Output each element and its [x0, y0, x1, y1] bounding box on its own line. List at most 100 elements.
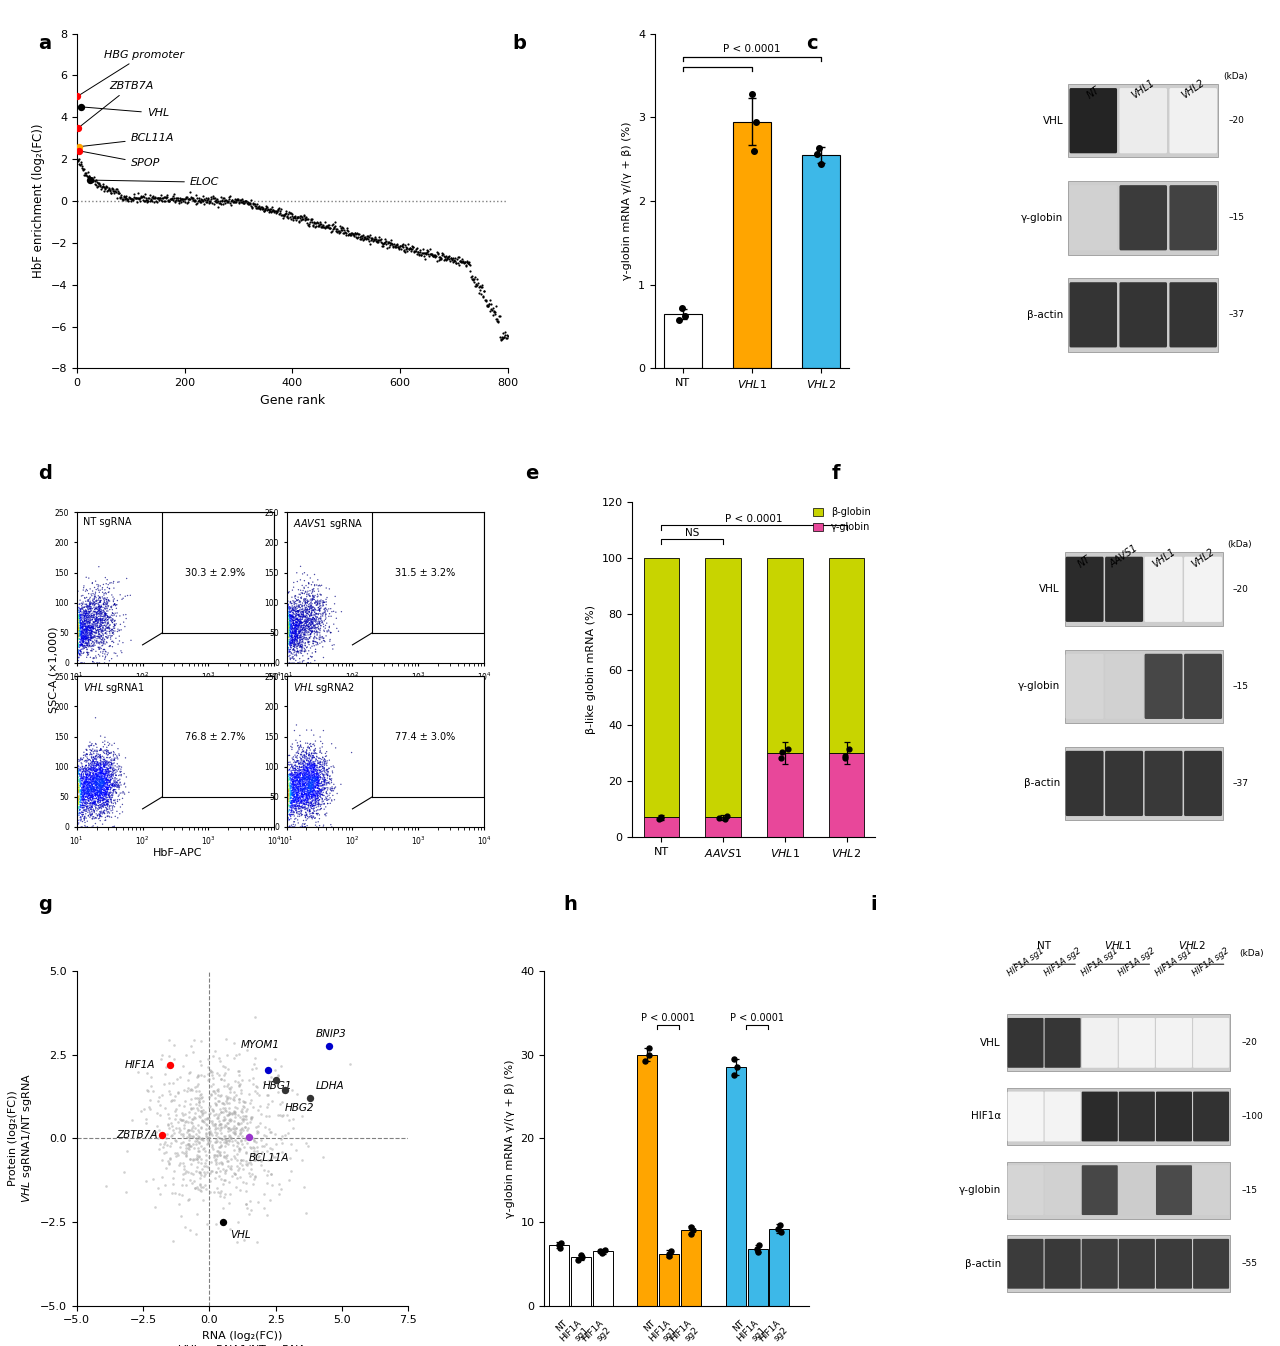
- Point: [276, 800, 297, 821]
- Point: [67, 625, 87, 646]
- Point: [282, 802, 302, 824]
- Point: [276, 804, 297, 825]
- Point: [95, 770, 115, 791]
- Point: [86, 610, 106, 631]
- Point: [301, 791, 321, 813]
- Point: [67, 773, 87, 794]
- Point: [102, 797, 123, 818]
- Point: [200, 1170, 220, 1191]
- Point: [835, 744, 855, 766]
- Point: [88, 783, 109, 805]
- Point: [333, 217, 353, 238]
- Point: [276, 634, 297, 656]
- Point: [67, 629, 87, 650]
- Point: [279, 759, 300, 781]
- Point: [276, 774, 297, 795]
- Point: [90, 766, 110, 787]
- Point: [276, 630, 297, 651]
- Point: [280, 775, 301, 797]
- Point: [137, 1062, 157, 1084]
- Point: [196, 187, 216, 209]
- Point: [88, 600, 109, 622]
- Point: [77, 619, 97, 641]
- Point: [87, 176, 108, 198]
- Point: [68, 771, 88, 793]
- Point: [494, 326, 515, 347]
- Point: [276, 797, 297, 818]
- Point: [67, 797, 87, 818]
- Point: [276, 629, 297, 650]
- Point: [79, 801, 100, 822]
- Point: [93, 180, 114, 202]
- Point: [283, 612, 303, 634]
- Point: [82, 779, 102, 801]
- Point: [106, 747, 127, 769]
- Point: [67, 781, 87, 802]
- Point: [282, 621, 302, 642]
- Point: [276, 622, 297, 643]
- Point: [69, 779, 90, 801]
- Point: [67, 591, 87, 612]
- Point: [276, 791, 297, 813]
- Point: [284, 610, 305, 631]
- Point: [67, 787, 87, 809]
- Point: [67, 596, 87, 618]
- Point: [294, 621, 315, 642]
- Point: [74, 575, 95, 596]
- Point: [276, 625, 297, 646]
- Point: [92, 760, 113, 782]
- Point: [69, 621, 90, 642]
- Point: [67, 775, 87, 797]
- Point: [234, 1129, 255, 1151]
- Point: [282, 615, 302, 637]
- Point: [105, 594, 125, 615]
- Point: [233, 1120, 253, 1141]
- Point: [79, 771, 100, 793]
- Point: [70, 610, 91, 631]
- Point: [289, 621, 310, 642]
- Point: [67, 751, 87, 773]
- Point: [276, 595, 297, 616]
- Point: [276, 618, 297, 639]
- Point: [282, 791, 302, 813]
- Point: [307, 760, 328, 782]
- Point: [301, 610, 321, 631]
- Point: [207, 1079, 228, 1101]
- Point: [284, 759, 305, 781]
- Point: [67, 600, 87, 622]
- Point: [276, 591, 297, 612]
- Point: [276, 793, 297, 814]
- Point: [84, 603, 105, 625]
- Point: [96, 762, 116, 783]
- Point: [67, 629, 87, 650]
- Point: [178, 1133, 198, 1155]
- Point: [260, 1190, 280, 1211]
- Point: [76, 771, 96, 793]
- Point: [81, 771, 101, 793]
- Point: [72, 786, 92, 808]
- Point: [276, 785, 297, 806]
- Point: [67, 619, 87, 641]
- Point: [67, 651, 87, 673]
- Point: [293, 786, 314, 808]
- Point: [67, 626, 87, 647]
- Point: [310, 752, 330, 774]
- Point: [67, 777, 87, 798]
- Point: [86, 622, 106, 643]
- Point: [216, 190, 237, 211]
- Point: [315, 217, 335, 238]
- Point: [284, 786, 305, 808]
- Point: [276, 618, 297, 639]
- Point: [93, 594, 114, 615]
- Point: [280, 596, 301, 618]
- Point: [72, 606, 92, 627]
- Point: [76, 600, 96, 622]
- Point: [67, 643, 87, 665]
- Point: [78, 787, 99, 809]
- Point: [67, 770, 87, 791]
- Point: [452, 249, 472, 271]
- Point: [311, 603, 332, 625]
- Point: [276, 622, 297, 643]
- Point: [67, 791, 87, 813]
- Point: [276, 793, 297, 814]
